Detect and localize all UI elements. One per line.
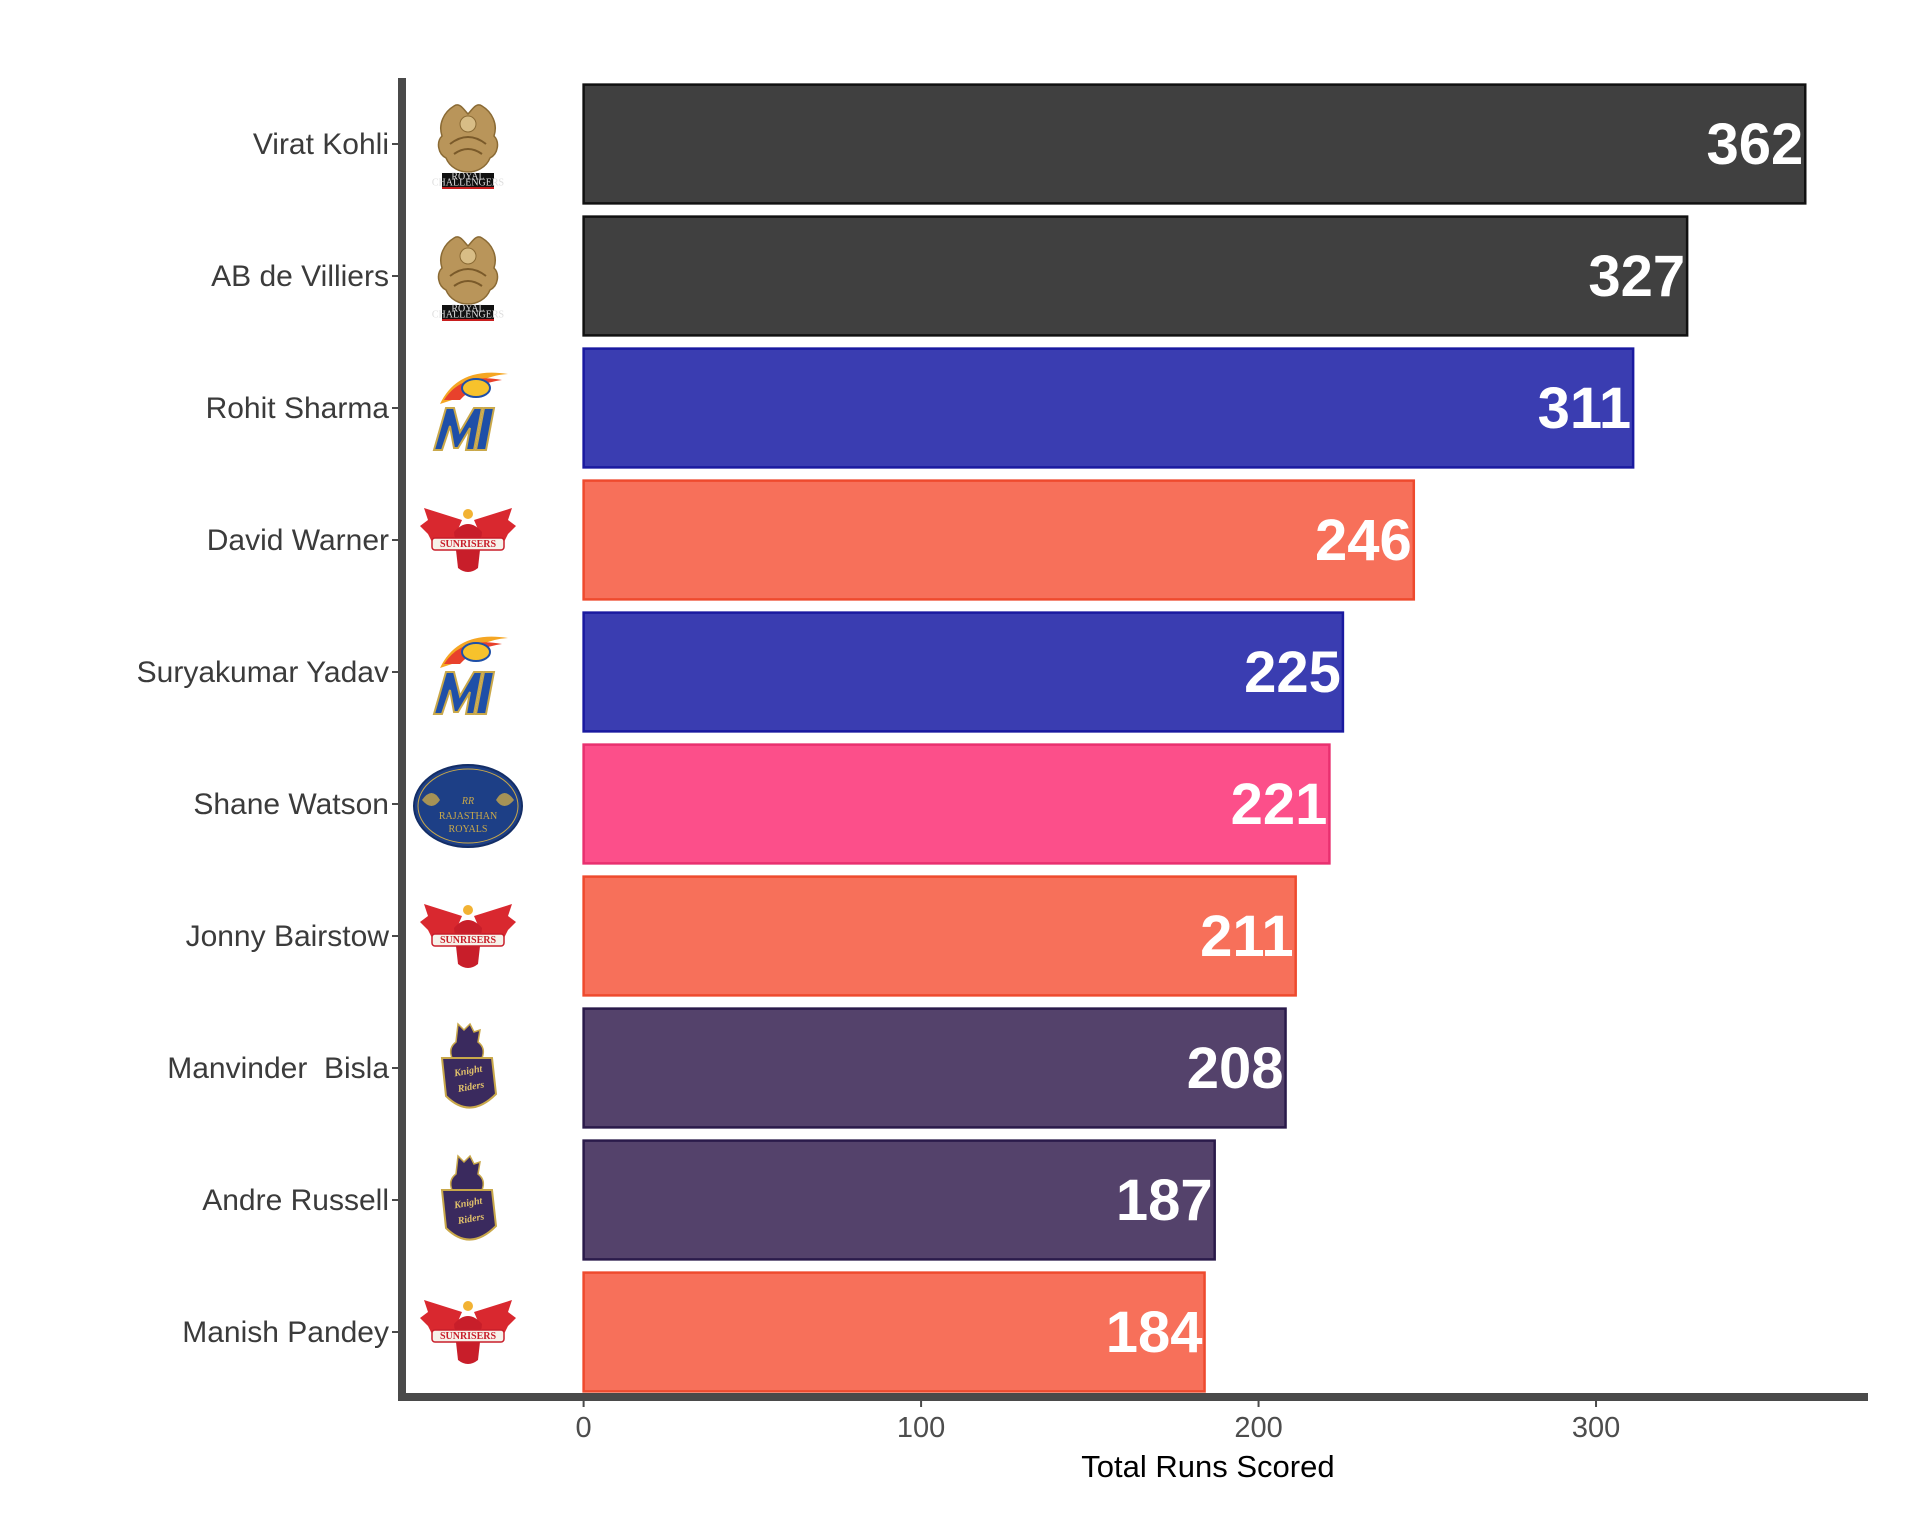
y-tick-label: Jonny Bairstow [186, 920, 390, 953]
bar-value-label: 187 [1116, 1168, 1213, 1233]
svg-text:CHALLENGERS: CHALLENGERS [432, 310, 504, 321]
bar-manish-pandey [582, 1271, 1206, 1393]
y-tick-label: Virat Kohli [253, 128, 389, 161]
svg-text:RAJASTHAN: RAJASTHAN [439, 811, 497, 822]
labels-layer: 362 327 311 246 225 221 211 208 187 184 [1106, 112, 1803, 1365]
bar-value-label: 362 [1706, 112, 1803, 177]
bar-value-label: 208 [1187, 1036, 1284, 1101]
svg-text:ROYALS: ROYALS [449, 824, 488, 835]
svg-text:Riders: Riders [456, 1211, 485, 1227]
srh-logo-icon: SUNRISERS [420, 508, 516, 572]
x-tick-label: 300 [1572, 1412, 1620, 1444]
svg-text:Riders: Riders [456, 1079, 485, 1095]
y-axis-ticks: Virat Kohli AB de Villiers Rohit Sharma Dav… [137, 128, 398, 1349]
bar-ab-de-villiers [582, 215, 1689, 337]
y-tick-label: David Warner [207, 524, 389, 557]
svg-text:RR: RR [461, 796, 474, 807]
y-tick-label: Manvinder Bisla [167, 1052, 389, 1085]
bar-david-warner [582, 479, 1416, 601]
bars-layer [582, 83, 1807, 1393]
y-tick-label: Shane Watson [193, 788, 389, 821]
y-tick-label: Rohit Sharma [206, 392, 390, 425]
bar-rohit-sharma [582, 347, 1635, 469]
rr-logo-icon: RR RAJASTHAN ROYALS [413, 764, 523, 848]
bar-manvinder-bisla [582, 1007, 1287, 1129]
y-tick-label: Manish Pandey [182, 1316, 389, 1349]
svg-text:Knight: Knight [452, 1063, 484, 1079]
bar-value-label: 225 [1244, 640, 1341, 705]
x-axis-title: Total Runs Scored [1081, 1449, 1334, 1484]
svg-text:ROYAL: ROYAL [451, 304, 484, 315]
y-tick-label: Andre Russell [202, 1184, 389, 1217]
x-tick-label: 0 [576, 1412, 592, 1444]
y-tick-label: Suryakumar Yadav [137, 656, 389, 689]
svg-text:SUNRISERS: SUNRISERS [440, 1331, 497, 1342]
mi-logo-icon [432, 372, 508, 451]
bar-value-label: 311 [1538, 376, 1632, 441]
bar-andre-russell [582, 1139, 1216, 1261]
y-tick-label: AB de Villiers [211, 260, 389, 293]
logos-layer: ROYALCHALLENGERSROYALCHALLENGERSSUNRISER… [413, 104, 523, 1364]
bar-value-label: 211 [1200, 904, 1294, 969]
bar-value-label: 221 [1231, 772, 1328, 837]
bar-value-label: 327 [1588, 244, 1685, 309]
svg-text:Knight: Knight [452, 1195, 484, 1211]
bar-shane-watson [582, 743, 1331, 865]
axes-layer: 0 100 200 300 Virat Kohli AB de Villiers Rohi… [137, 78, 1868, 1484]
x-tick-label: 100 [897, 1412, 945, 1444]
x-tick-label: 200 [1234, 1412, 1282, 1444]
bar-jonny-bairstow [582, 875, 1297, 997]
srh-logo-icon: SUNRISERS [420, 904, 516, 968]
svg-text:SUNRISERS: SUNRISERS [440, 539, 497, 550]
x-axis-ticks: 0 100 200 300 [576, 1401, 1620, 1444]
srh-logo-icon: SUNRISERS [420, 1300, 516, 1364]
svg-text:ROYAL: ROYAL [451, 172, 484, 183]
bar-value-label: 246 [1315, 508, 1412, 573]
svg-text:SUNRISERS: SUNRISERS [440, 935, 497, 946]
bar-virat-kohli [582, 83, 1807, 205]
bar-suryakumar-yadav [582, 611, 1345, 733]
mi-logo-icon [432, 636, 508, 715]
svg-text:CHALLENGERS: CHALLENGERS [432, 178, 504, 189]
bar-value-label: 184 [1106, 1300, 1203, 1365]
